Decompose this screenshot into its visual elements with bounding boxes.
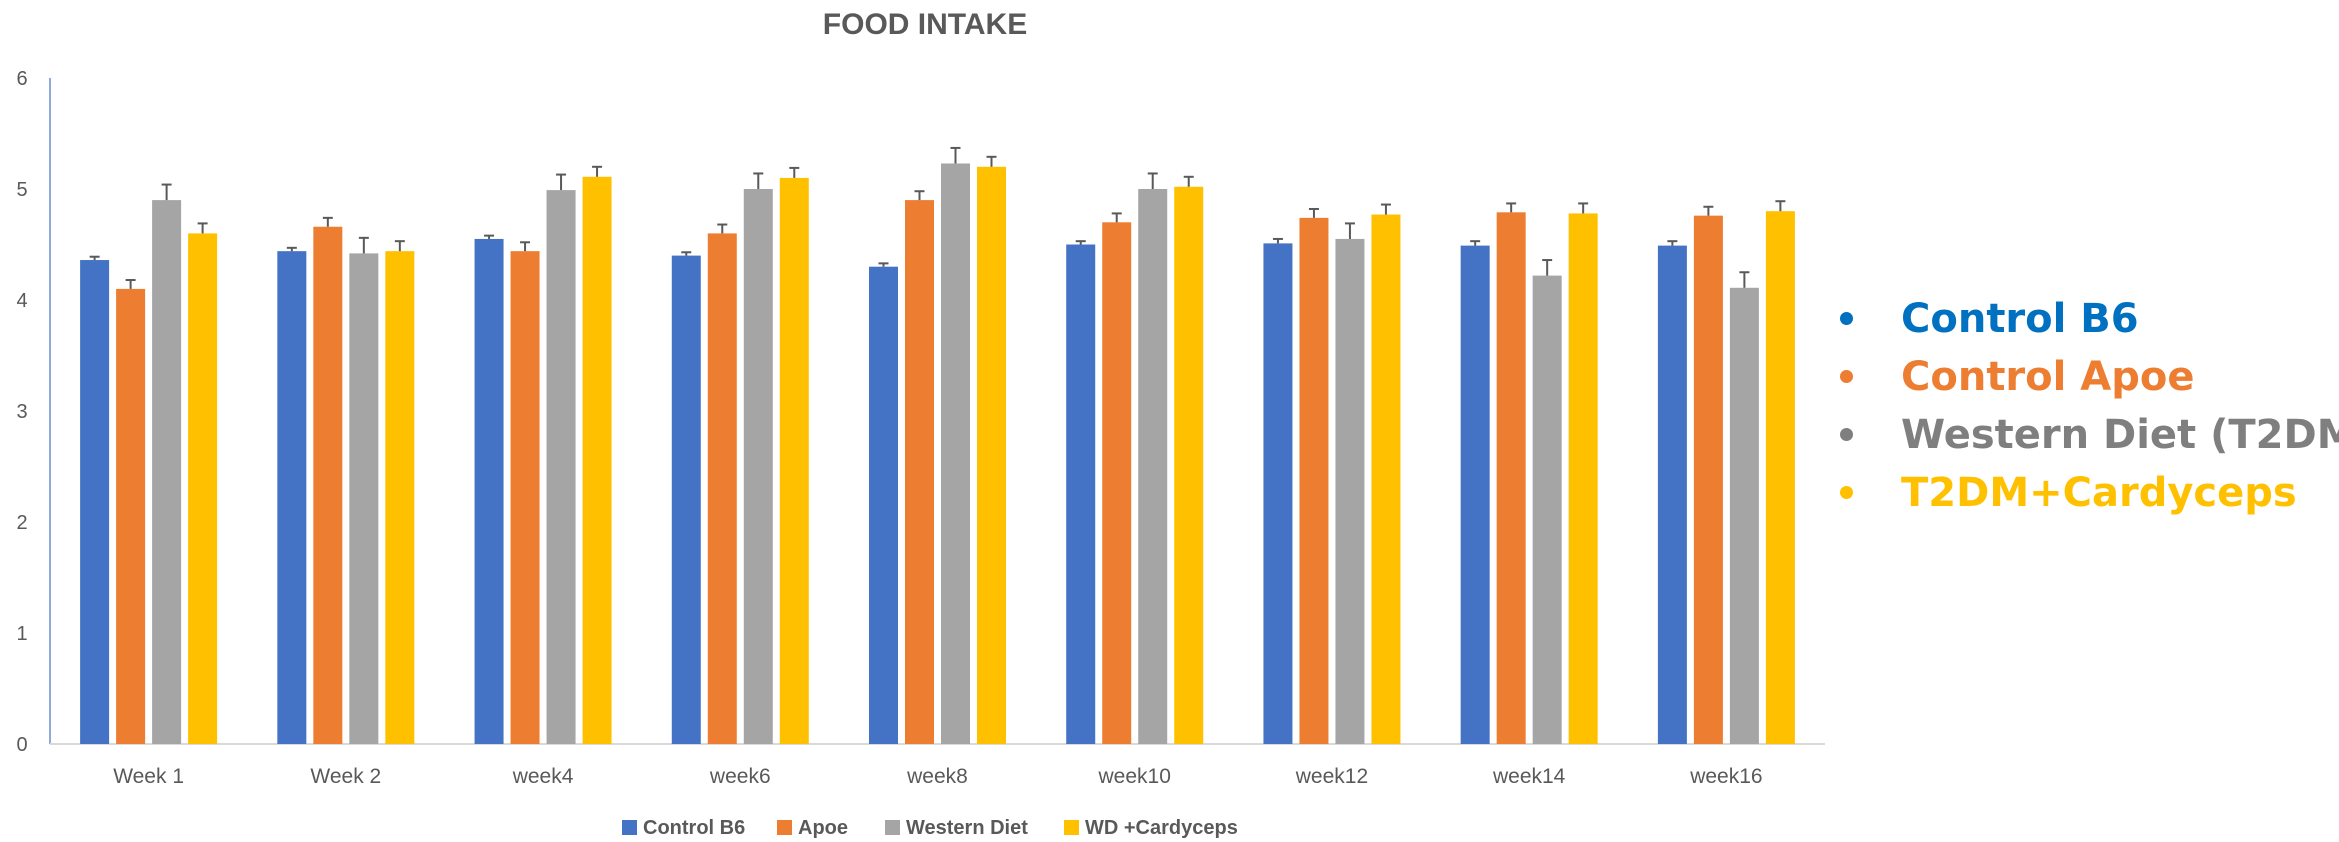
bar [869, 266, 898, 744]
bar [1263, 243, 1293, 744]
bar [779, 177, 809, 744]
legend-label: Control B6 [643, 817, 745, 839]
bar [188, 233, 218, 744]
side-legend-label: T2DM+Cardyceps [1901, 470, 2297, 516]
side-legend-item: Control B6 [1840, 290, 2339, 348]
bottom-legend: Control B6 Apoe Western Diet WD +Cardyceps [622, 817, 1238, 839]
bar [743, 189, 773, 744]
bar [582, 176, 612, 745]
side-legend-label: Control Apoe [1901, 354, 2195, 400]
bar [1174, 186, 1204, 744]
side-legend-label: Western Diet (T2DM) [1901, 412, 2339, 458]
chart-title: FOOD INTAKE [823, 8, 1027, 41]
bar [1371, 214, 1401, 744]
legend-label: WD +Cardyceps [1085, 817, 1238, 839]
x-tick-label: week12 [1295, 765, 1368, 788]
legend-swatch [885, 820, 900, 835]
bar [510, 251, 540, 744]
bar [1460, 245, 1490, 745]
y-tick-label: 2 [16, 512, 27, 534]
plot-area: 0 1 2 3 4 5 6 Week 1 Week 2 week4 week6 week8 week10… [16, 68, 1825, 788]
legend-swatch [622, 820, 637, 835]
bar [385, 251, 415, 744]
legend-bullet-icon [1840, 427, 1853, 441]
x-tick-label: week10 [1098, 765, 1171, 788]
bar [1693, 215, 1723, 744]
legend-bullet-icon [1840, 369, 1853, 383]
x-tick-label: Week 1 [113, 765, 184, 788]
y-tick-label: 1 [16, 623, 27, 645]
x-tick-label: week14 [1492, 765, 1566, 788]
x-tick-label: week4 [512, 765, 574, 788]
y-tick-label: 0 [16, 734, 27, 756]
y-tick-label: 6 [16, 68, 27, 90]
side-legend-item: Control Apoe [1840, 348, 2339, 406]
bar [941, 163, 970, 745]
legend-swatch [1064, 820, 1079, 835]
x-tick-label: week8 [906, 765, 968, 788]
bar [116, 288, 146, 744]
x-tick-label: Week 2 [310, 765, 381, 788]
side-legend-label: Control B6 [1901, 296, 2139, 342]
bar [1299, 217, 1329, 745]
side-legend-item: T2DM+Cardyceps [1840, 464, 2339, 522]
bar [977, 166, 1006, 745]
bar [671, 255, 701, 744]
side-legend-item: Western Diet (T2DM) [1840, 406, 2339, 464]
y-tick-label: 4 [16, 290, 27, 312]
bar [905, 200, 934, 745]
legend-bullet-icon [1840, 485, 1853, 499]
bar [707, 233, 737, 744]
bar [1138, 189, 1168, 744]
x-tick-label: week6 [709, 765, 771, 788]
bar [1496, 212, 1526, 744]
x-tick-label: week16 [1689, 765, 1762, 788]
legend-swatch [777, 820, 792, 835]
bar [1102, 222, 1132, 745]
bar [1729, 287, 1759, 744]
legend-label: Apoe [798, 817, 848, 839]
bar [1765, 211, 1795, 744]
bar [1657, 245, 1687, 745]
bar [1066, 244, 1096, 744]
side-legend: Control B6 Control Apoe Western Diet (T2… [1840, 290, 2339, 522]
bar [80, 260, 110, 744]
bar [546, 190, 576, 745]
bar [313, 226, 343, 745]
legend-bullet-icon [1840, 311, 1853, 325]
bar [1532, 275, 1562, 744]
legend-label: Western Diet [906, 817, 1028, 839]
bar [1568, 213, 1598, 745]
y-tick-label: 3 [16, 401, 27, 423]
bar [277, 251, 307, 744]
bar [1335, 238, 1365, 744]
y-tick-label: 5 [16, 179, 27, 201]
bar [152, 200, 182, 745]
bar [474, 238, 504, 744]
bar [349, 253, 379, 744]
